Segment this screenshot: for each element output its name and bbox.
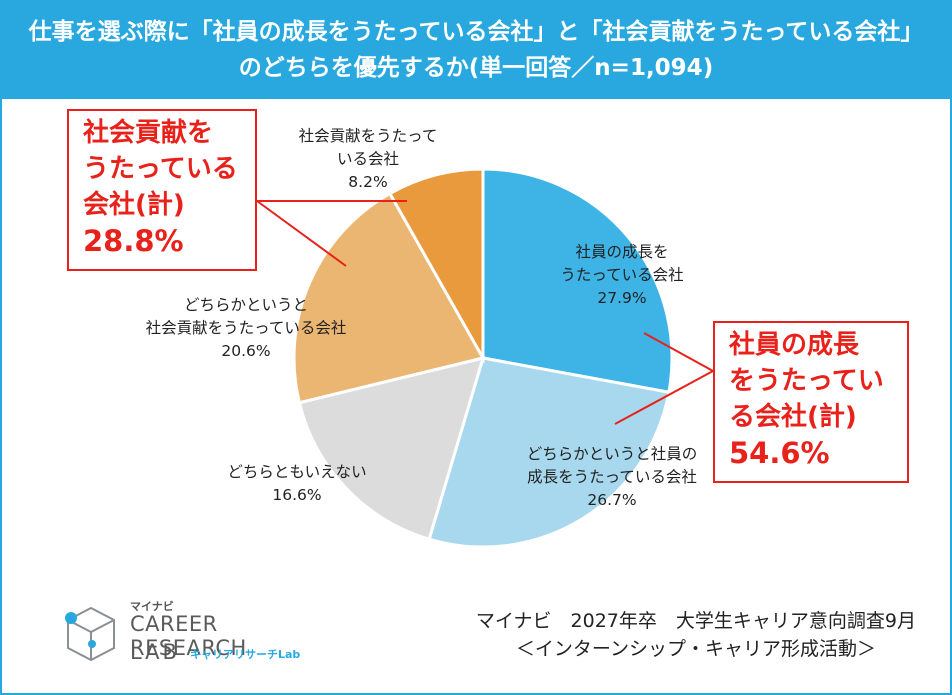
slice-label-line: 社会貢献をうたっている会社 [146, 319, 347, 337]
callout-line: うたっている [83, 154, 238, 184]
logo-line-2: LAB [130, 640, 180, 664]
slice-label-line: 社員の成長を [575, 243, 668, 261]
pie-slice [387, 167, 485, 364]
pie-slice [427, 356, 671, 549]
pie-slice [481, 167, 674, 394]
callout-line: 社会貢献を [83, 118, 214, 148]
source-note: マイナビ 2027年卒 大学生キャリア意向調査9月 ＜インターンシップ・キャリア… [476, 607, 916, 663]
lab-cube-icon [65, 606, 115, 662]
callout-percent: 28.8% [83, 224, 184, 258]
slice-label: どちらともいえない 16.6% [227, 463, 366, 504]
slice-value: 20.6% [221, 342, 270, 360]
callout-leader-line [643, 332, 714, 372]
callout-line: る会社(計) [729, 402, 857, 432]
slice-value: 8.2% [348, 173, 387, 191]
slice-label: どちらかというと社会貢献をうたっている会社 20.6% [146, 296, 347, 360]
slice-label: 社会貢献をうたっている会社 8.2% [299, 127, 438, 191]
slice-value: 27.9% [597, 289, 646, 307]
callout-line: 会社(計) [83, 190, 185, 220]
callout-leader-line [256, 200, 347, 267]
slice-label-line: うたっている会社 [560, 266, 683, 284]
callout-social-total: 社会貢献を うたっている 会社(計) 28.8% [67, 109, 257, 271]
slice-label-line: いる会社 [337, 150, 399, 168]
slice-label: 社員の成長をうたっている会社 27.9% [560, 243, 683, 307]
career-research-lab-logo: マイナビ CAREER RESEARCH LAB キャリアリサーチLab [62, 598, 332, 676]
callout-growth-total: 社員の成長 をうたってい る会社(計) 54.6% [713, 321, 909, 483]
slice-label-line: 社会貢献をうたって [299, 127, 438, 145]
slice-label-line: どちらかというと社員の [527, 445, 698, 463]
callout-line: をうたってい [729, 366, 884, 396]
slice-label-line: どちらともいえない [227, 463, 366, 481]
slice-value: 16.6% [272, 486, 321, 504]
slice-label-line: 成長をうたっている会社 [527, 468, 697, 486]
pie-slice [292, 191, 486, 405]
pie-slice [297, 355, 486, 542]
logo-brand: マイナビ [130, 600, 174, 613]
source-line-2: ＜インターンシップ・キャリア形成活動＞ [515, 638, 876, 660]
slice-value: 26.7% [587, 491, 636, 509]
slice-label-line: どちらかというと [184, 296, 308, 314]
slice-label: どちらかというと社員の成長をうたっている会社 26.7% [527, 445, 698, 509]
logo-line-1: CAREER RESEARCH [130, 612, 247, 660]
source-line-1: マイナビ 2027年卒 大学生キャリア意向調査9月 [475, 610, 916, 632]
title-line-1: 仕事を選ぶ際に「社員の成長をうたっている会社」と「社会貢献をうたっている会社」 [28, 19, 924, 45]
callout-leader-line [614, 370, 714, 425]
callout-line: 社員の成長 [729, 330, 860, 360]
title-line-2: のどちらを優先するか(単一回答／n=1,094) [238, 55, 714, 81]
logo-subtitle: キャリアリサーチLab [190, 648, 301, 661]
callout-percent: 54.6% [729, 436, 830, 470]
chart-title: 仕事を選ぶ際に「社員の成長をうたっている会社」と「社会貢献をうたっている会社」 … [2, 2, 950, 99]
